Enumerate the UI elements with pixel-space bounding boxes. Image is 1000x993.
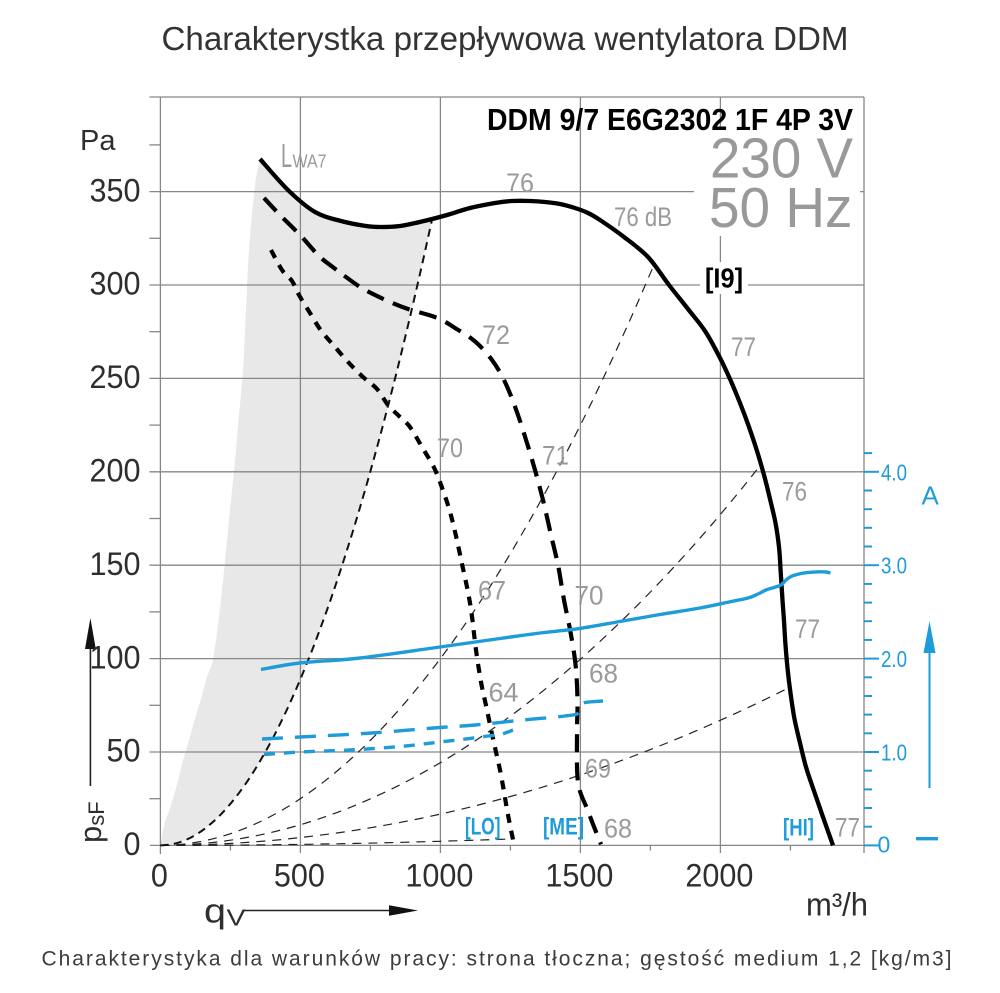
svg-text:68: 68 (589, 659, 618, 689)
svg-text:100: 100 (90, 639, 141, 675)
svg-text:2.0: 2.0 (881, 646, 907, 672)
svg-text:71: 71 (542, 441, 569, 471)
svg-text:50: 50 (107, 733, 141, 769)
svg-text:V: V (227, 905, 247, 931)
svg-text:[LO]: [LO] (465, 814, 501, 841)
svg-text:72: 72 (482, 320, 510, 350)
svg-text:[I9]: [I9] (705, 263, 743, 294)
svg-text:76: 76 (506, 168, 534, 198)
svg-text:67: 67 (478, 576, 506, 606)
svg-text:230 V: 230 V (710, 127, 853, 191)
svg-text:[ME]: [ME] (543, 814, 584, 841)
svg-text:m³/h: m³/h (806, 887, 868, 923)
svg-text:DDM 9/7 E6G2302 1F 4P 3V: DDM 9/7 E6G2302 1F 4P 3V (487, 102, 853, 137)
svg-text:3.0: 3.0 (881, 553, 907, 579)
svg-text:76 dB: 76 dB (614, 202, 672, 232)
svg-text:50 Hz: 50 Hz (709, 176, 853, 240)
svg-text:WA7: WA7 (293, 152, 327, 172)
svg-text:70: 70 (575, 581, 604, 611)
svg-text:200: 200 (90, 453, 141, 489)
svg-text:300: 300 (90, 266, 141, 302)
svg-text:69: 69 (585, 754, 611, 784)
svg-text:76: 76 (782, 477, 807, 507)
svg-text:500: 500 (274, 858, 325, 894)
svg-text:77: 77 (795, 614, 820, 644)
svg-text:0: 0 (878, 832, 891, 858)
svg-text:0: 0 (124, 826, 141, 862)
svg-text:0: 0 (151, 858, 168, 894)
svg-text:L: L (281, 137, 292, 174)
svg-text:Charakterystka przepływowa wen: Charakterystka przepływowa wentylatora D… (162, 21, 849, 58)
svg-text:1000: 1000 (405, 858, 473, 894)
svg-text:68: 68 (604, 814, 632, 844)
svg-text:4.0: 4.0 (881, 459, 907, 485)
svg-text:64: 64 (489, 678, 519, 708)
svg-text:77: 77 (731, 332, 756, 362)
svg-text:A: A (922, 481, 940, 511)
svg-text:77: 77 (835, 813, 860, 843)
svg-text:[HI]: [HI] (783, 815, 814, 842)
svg-text:150: 150 (90, 546, 141, 582)
svg-text:1.0: 1.0 (881, 740, 907, 766)
svg-text:350: 350 (90, 172, 141, 208)
svg-text:70: 70 (437, 433, 463, 463)
svg-text:q: q (204, 893, 226, 931)
svg-text:2000: 2000 (685, 858, 753, 894)
svg-text:Pa: Pa (80, 125, 116, 157)
svg-text:Charakterystyka dla warunków p: Charakterystyka dla warunków pracy: stro… (42, 948, 954, 971)
svg-text:250: 250 (90, 359, 141, 395)
svg-text:1500: 1500 (545, 858, 613, 894)
